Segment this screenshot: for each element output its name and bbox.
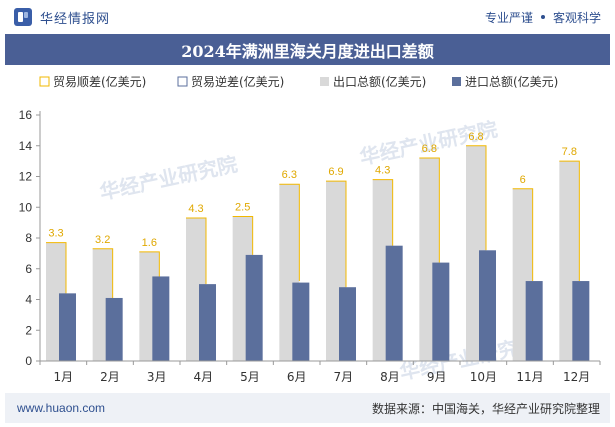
import-bar <box>339 287 356 361</box>
slogan-left: 专业严谨 <box>484 10 533 25</box>
import-bar <box>245 254 263 361</box>
legend-swatch-icon <box>320 77 329 86</box>
surplus-bracket <box>279 183 300 282</box>
import-bar <box>479 250 496 361</box>
y-tick-label: 12 <box>19 170 33 184</box>
brand-logo-icon <box>14 8 32 26</box>
import-bar <box>525 281 543 361</box>
x-axis: 1月 2月 3月 4月 5月 6月 7月 8月 9月 10月 11月 12月 <box>39 360 601 384</box>
legend-swatch-icon <box>452 77 461 86</box>
surplus-bracket <box>559 160 580 282</box>
data-label: 7.8 <box>562 146 577 158</box>
data-label: 3.2 <box>95 234 110 246</box>
footer: www.huaon.com 数据来源：中国海关，华经产业研究院整理 <box>5 393 610 423</box>
plot-area: 3.3 3.2 1.6 4.3 2.5 6.3 6.9 4.3 6.8 6.8 6 7.8 <box>46 131 590 361</box>
legend-label: 进口总额(亿美元) <box>465 74 558 89</box>
data-label: 4.3 <box>188 203 203 215</box>
website-link[interactable]: www.huaon.com <box>17 401 106 415</box>
x-tick-label: 10月 <box>470 370 497 384</box>
legend-label: 出口总额(亿美元) <box>333 74 426 89</box>
chart-title: 2024年满洲里海关月度进出口差额 <box>181 41 434 61</box>
surplus-bracket <box>232 215 254 255</box>
y-axis: 0 2 4 6 8 10 12 14 16 <box>19 108 41 368</box>
surplus-bracket <box>326 180 347 288</box>
surplus-bracket <box>139 251 160 277</box>
surplus-bracket <box>186 217 207 285</box>
x-tick-label: 1月 <box>54 370 74 384</box>
import-bar <box>385 245 403 361</box>
import-bar <box>292 282 310 361</box>
brand: 华经情报网 <box>14 8 110 27</box>
data-label: 6.9 <box>328 166 343 178</box>
surplus-bracket <box>466 145 487 251</box>
legend-label: 贸易顺差(亿美元) <box>53 74 146 89</box>
surplus-bracket <box>512 188 534 282</box>
data-label: 6.8 <box>422 143 437 155</box>
x-tick-label: 9月 <box>427 370 447 384</box>
legend-label: 贸易逆差(亿美元) <box>191 74 284 89</box>
data-label: 2.5 <box>235 201 250 213</box>
x-tick-label: 5月 <box>240 370 260 384</box>
x-tick-label: 2月 <box>100 370 120 384</box>
y-tick-label: 4 <box>25 293 32 307</box>
import-bar <box>152 276 170 361</box>
y-tick-label: 2 <box>25 323 32 337</box>
surplus-bracket <box>46 242 67 294</box>
legend-swatch-icon <box>177 76 188 87</box>
surplus-bracket <box>92 248 114 298</box>
y-tick-label: 16 <box>19 108 33 122</box>
x-tick-label: 11月 <box>516 370 543 384</box>
data-label: 1.6 <box>142 237 157 249</box>
surplus-bracket <box>419 157 440 263</box>
data-label: 6.8 <box>468 131 483 143</box>
y-tick-label: 10 <box>19 200 33 214</box>
data-label: 6 <box>520 174 526 186</box>
x-tick-label: 8月 <box>380 370 400 384</box>
top-bar: 华经情报网 专业严谨 客观科学 <box>0 0 615 34</box>
data-label: 3.3 <box>48 228 63 240</box>
data-label: 4.3 <box>375 165 390 177</box>
x-tick-label: 4月 <box>194 370 214 384</box>
slogan: 专业严谨 客观科学 <box>485 9 601 26</box>
x-tick-label: 6月 <box>287 370 307 384</box>
slogan-right: 客观科学 <box>552 10 601 25</box>
x-tick-label: 7月 <box>334 370 354 384</box>
x-tick-label: 3月 <box>147 370 167 384</box>
surplus-bracket <box>372 179 394 246</box>
legend-swatch-icon <box>39 76 50 87</box>
y-tick-label: 8 <box>25 231 32 245</box>
import-bar <box>59 293 76 361</box>
legend: 贸易顺差(亿美元) 贸易逆差(亿美元) 出口总额(亿美元) 进口总额(亿美元) <box>39 74 558 89</box>
import-bar <box>105 297 123 361</box>
chart: 华经产业研究院华经产业研究院华经产业研究院 贸易顺差(亿美元)贸易逆差(亿美元)… <box>19 74 601 384</box>
data-label: 6.3 <box>282 169 297 181</box>
import-bar <box>432 262 450 361</box>
title-bar: 2024年满洲里海关月度进出口差额 <box>5 34 610 65</box>
import-bar <box>572 281 590 361</box>
y-tick-label: 0 <box>25 354 32 368</box>
y-tick-label: 6 <box>25 262 32 276</box>
bullet-dot-icon <box>540 15 545 19</box>
x-tick-label: 12月 <box>563 370 590 384</box>
data-source: 数据来源：中国海关，华经产业研究院整理 <box>371 401 600 416</box>
import-bar <box>199 284 216 361</box>
y-tick-label: 14 <box>19 139 33 153</box>
watermark-text: 华经产业研究院 <box>98 152 240 205</box>
brand-name: 华经情报网 <box>40 10 111 26</box>
